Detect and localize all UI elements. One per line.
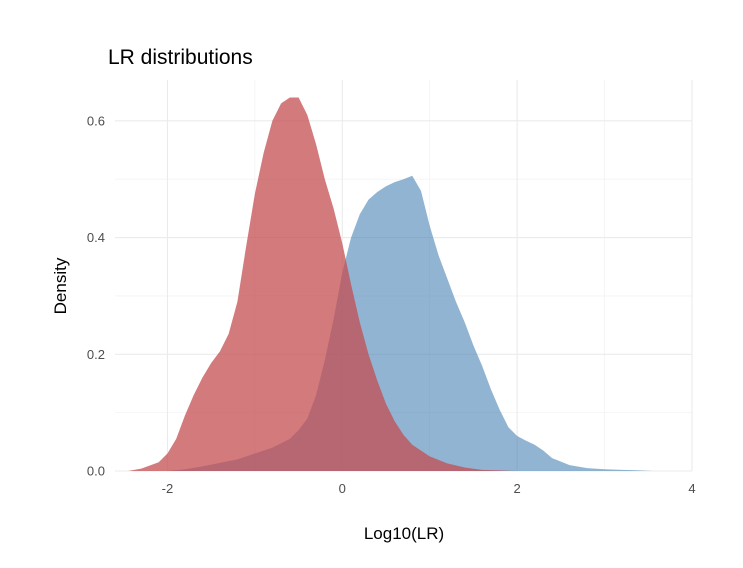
x-tick-label: 2 [514,481,521,496]
x-tick-label: -2 [162,481,174,496]
y-tick-label: 0.2 [87,347,105,362]
y-axis-ticks: 0.0 0.2 0.4 0.6 [87,113,105,478]
x-tick-label: 0 [339,481,346,496]
x-tick-label: 4 [688,481,695,496]
density-area-2 [128,97,518,471]
y-tick-label: 0.6 [87,113,105,128]
x-axis-ticks: -2 0 2 4 [162,481,696,496]
chart-title: LR distributions [108,46,253,69]
density-area-1 [167,175,653,471]
x-axis-title: Log10(LR) [364,524,444,543]
density-areas [128,97,653,471]
y-tick-label: 0.4 [87,230,105,245]
y-axis-title: Density [51,257,70,314]
y-tick-label: 0.0 [87,464,105,479]
